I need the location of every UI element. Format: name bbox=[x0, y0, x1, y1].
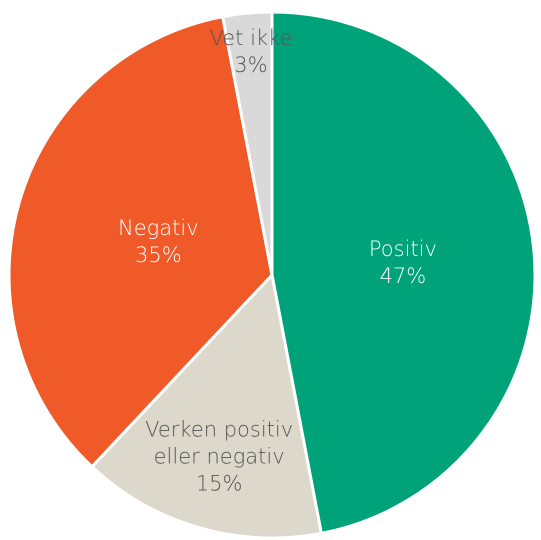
value-label: 15% bbox=[195, 471, 243, 496]
slice-label: Positiv 47% bbox=[323, 236, 483, 290]
pie-slice bbox=[270, 10, 537, 535]
value-label: 35% bbox=[135, 242, 182, 267]
pie-slice bbox=[221, 10, 274, 277]
category-label: Verken positiv eller negativ bbox=[145, 417, 294, 469]
value-label: 3% bbox=[234, 53, 268, 78]
pie-slice bbox=[90, 273, 323, 540]
slice-label: Vet ikke 3% bbox=[191, 25, 311, 79]
category-label: Negativ bbox=[118, 215, 199, 240]
slice-label: Verken positiv eller negativ 15% bbox=[129, 416, 309, 497]
category-label: Positiv bbox=[368, 236, 437, 261]
value-label: 47% bbox=[379, 263, 427, 288]
category-label: Vet ikke bbox=[209, 26, 293, 51]
slice-label: Negativ 35% bbox=[78, 215, 238, 269]
pie-slice bbox=[7, 15, 274, 469]
